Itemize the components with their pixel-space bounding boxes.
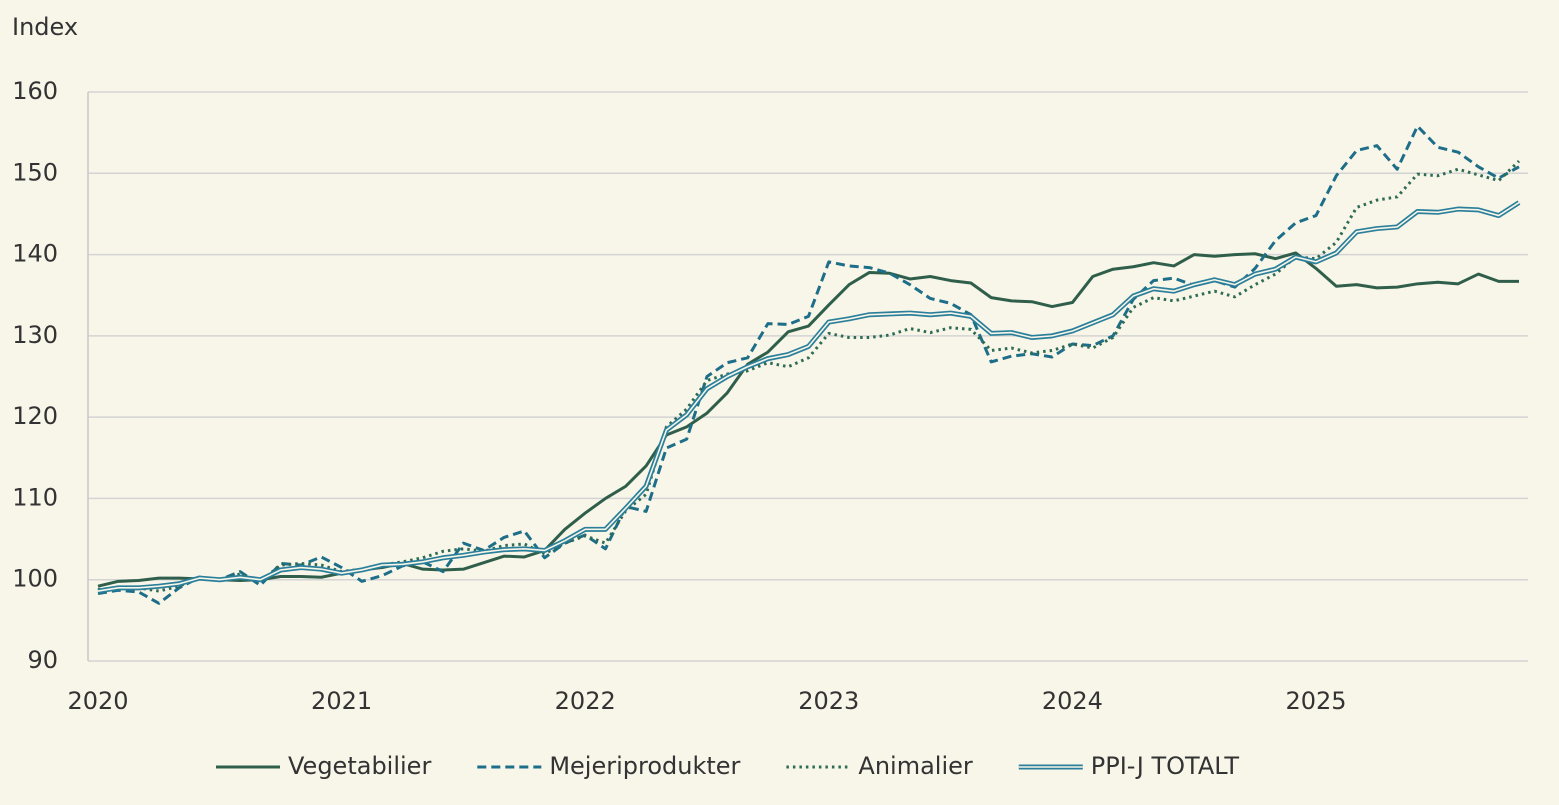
x-tick-label: 2024 — [1042, 687, 1103, 715]
legend-label: PPI-J TOTALT — [1091, 752, 1240, 780]
series-line — [97, 251, 1519, 588]
x-tick-label: 2023 — [798, 687, 859, 715]
legend-label: Mejeriprodukter — [549, 752, 740, 780]
series-line-inner — [97, 201, 1520, 592]
y-tick-label: 160 — [12, 77, 58, 105]
y-tick-label: 130 — [12, 321, 58, 349]
y-tick-label: 140 — [12, 240, 58, 268]
y-tick-label: 100 — [12, 565, 58, 593]
x-tick-label: 2022 — [555, 687, 616, 715]
y-tick-label: 90 — [27, 646, 58, 674]
x-tick-label: 2020 — [67, 687, 128, 715]
y-tick-label: 110 — [12, 483, 58, 511]
x-tick-label: 2021 — [311, 687, 372, 715]
series-line — [97, 124, 1520, 605]
y-tick-label: 120 — [12, 402, 58, 430]
x-tick-label: 2025 — [1285, 687, 1346, 715]
y-axis-label: Index — [12, 13, 78, 41]
legend-label: Vegetabilier — [288, 752, 431, 780]
y-tick-label: 150 — [12, 158, 58, 186]
legend-label: Animalier — [858, 752, 972, 780]
